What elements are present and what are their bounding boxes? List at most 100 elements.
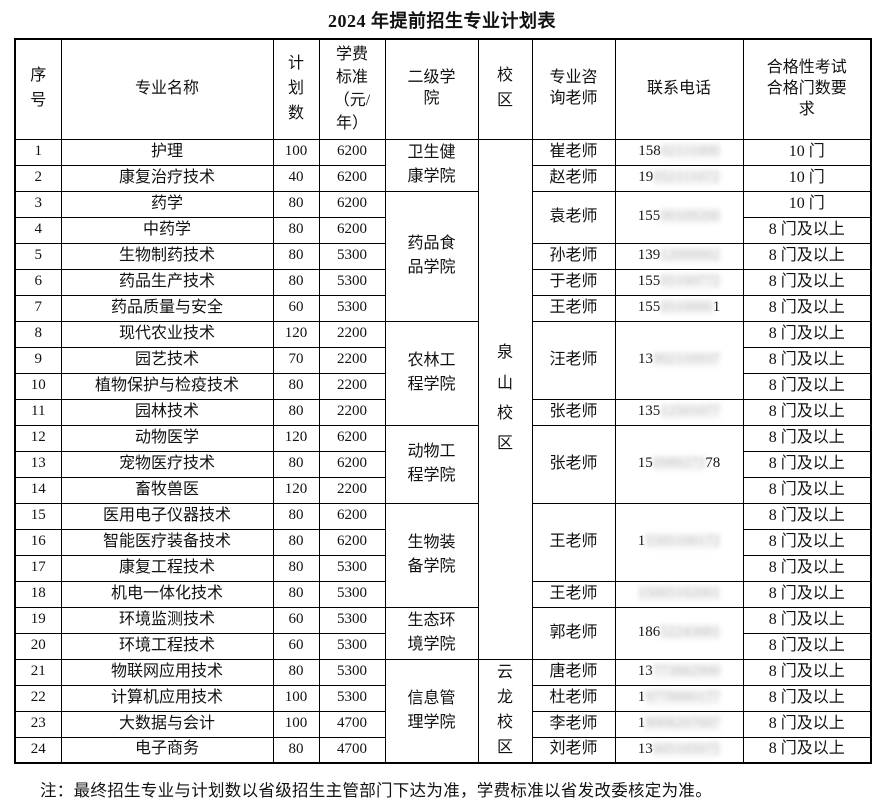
table-row: 6 药品生产技术 80 5300 于老师 15505100772 8 门及以上 — [14, 268, 872, 296]
plan-cell: 120 — [272, 320, 320, 348]
college-cell: 生态环境学院 — [384, 606, 479, 660]
phone-cell: 15505100172 — [614, 502, 744, 582]
qualification-cell: 8 门及以上 — [742, 632, 872, 660]
seq-cell: 3 — [14, 190, 62, 218]
major-cell: 药学 — [60, 190, 274, 218]
table-row: 23 大数据与会计 100 4700 李老师 18008207007 8 门及以上 — [14, 710, 872, 738]
tuition-cell: 2200 — [318, 372, 386, 400]
major-cell: 环境监测技术 — [60, 606, 274, 634]
major-cell: 智能医疗装备技术 — [60, 528, 274, 556]
major-cell: 生物制药技术 — [60, 242, 274, 270]
major-cell: 园艺技术 — [60, 346, 274, 374]
phone-redacted-digits: 0510000 — [660, 299, 713, 316]
phone-redacted-digits: 8008207007 — [645, 715, 721, 732]
plan-cell: 80 — [272, 502, 320, 530]
plan-cell: 80 — [272, 190, 320, 218]
seq-cell: 6 — [14, 268, 62, 296]
teacher-cell: 孙老师 — [531, 242, 616, 270]
plan-cell: 80 — [272, 658, 320, 686]
teacher-cell: 唐老师 — [531, 658, 616, 686]
plan-cell: 80 — [272, 528, 320, 556]
column-header-teacher-label: 专业咨询老师 — [549, 69, 598, 108]
note-text: 注：最终招生专业与计划数以省级招生主管部门下达为准，学费标准以省发改委核定为准。 — [40, 781, 712, 800]
tuition-cell: 6200 — [318, 528, 386, 556]
tuition-cell: 2200 — [318, 320, 386, 348]
phone-redacted-digits: 605105075 — [652, 741, 721, 757]
column-header-plan-label: 计划数 — [287, 55, 304, 122]
tuition-cell: 6200 — [318, 190, 386, 218]
college-name: 动物工程学院 — [407, 443, 456, 484]
tuition-cell: 6200 — [318, 164, 386, 192]
plan-cell: 70 — [272, 346, 320, 374]
qualification-cell: 8 门及以上 — [742, 398, 872, 426]
column-header-tuition: 学费标准（元/年） — [318, 38, 386, 140]
tuition-cell: 2200 — [318, 346, 386, 374]
table-row: 21 物联网应用技术 80 5300 信息管理学院 云龙校区 唐老师 13773882900 8… — [14, 658, 872, 764]
seq-cell: 1 — [14, 138, 62, 166]
college-name: 生态环境学院 — [407, 612, 456, 653]
column-header-major: 专业名称 — [60, 38, 274, 140]
phone-visible-prefix: 1 — [637, 689, 646, 706]
column-header-campus: 校区 — [477, 38, 533, 140]
seq-cell: 15 — [14, 502, 62, 530]
tuition-cell: 4700 — [318, 710, 386, 738]
plan-cell: 80 — [272, 216, 320, 244]
phone-cell: 13605105075 — [614, 736, 744, 764]
tuition-cell: 6200 — [318, 138, 386, 166]
plan-cell: 60 — [272, 632, 320, 660]
phone-redacted-digits: 052111072 — [653, 169, 720, 186]
college-cell: 卫生健康学院 — [384, 138, 479, 192]
major-cell: 药品生产技术 — [60, 268, 274, 296]
tuition-cell: 5300 — [318, 606, 386, 634]
teacher-cell: 王老师 — [531, 294, 616, 322]
table-row: 19 环境监测技术 60 5300 生态环境学院 郭老师 18652243881 8 门及以上 — [14, 606, 872, 660]
phone-redacted-digits: 15005102001 — [637, 585, 721, 602]
qualification-cell: 8 门及以上 — [742, 528, 872, 556]
plan-cell: 120 — [272, 476, 320, 504]
phone-redacted-digits: 12000002 — [660, 247, 721, 264]
column-header-seq: 序号 — [14, 38, 62, 140]
seq-cell: 9 — [14, 346, 62, 374]
college-cell: 药品食品学院 — [384, 190, 479, 322]
plan-cell: 100 — [272, 710, 320, 738]
qualification-cell: 8 门及以上 — [742, 580, 872, 608]
plan-cell: 80 — [272, 372, 320, 400]
tuition-cell: 5300 — [318, 294, 386, 322]
table-row: 5 生物制药技术 80 5300 孙老师 13912000002 8 门及以上 — [14, 242, 872, 270]
college-name: 信息管理学院 — [407, 689, 456, 731]
seq-cell: 11 — [14, 398, 62, 426]
qualification-cell: 8 门及以上 — [742, 554, 872, 582]
plan-cell: 80 — [272, 242, 320, 270]
tuition-cell: 6200 — [318, 502, 386, 530]
teacher-cell: 王老师 — [531, 502, 616, 582]
campus-name: 云龙校区 — [496, 664, 513, 756]
major-cell: 物联网应用技术 — [60, 658, 274, 686]
teacher-cell: 张老师 — [531, 424, 616, 504]
column-header-tuition-label: 学费标准（元/年） — [333, 45, 371, 133]
phone-cell: 15505100001 — [614, 294, 744, 322]
major-cell: 电子商务 — [60, 736, 274, 764]
qualification-cell: 8 门及以上 — [742, 658, 872, 686]
seq-cell: 20 — [14, 632, 62, 660]
tuition-cell: 6200 — [318, 450, 386, 478]
phone-cell: 18652243881 — [614, 606, 744, 660]
phone-redacted-digits: 12501077 — [660, 403, 721, 420]
seq-cell: 2 — [14, 164, 62, 192]
seq-cell: 17 — [14, 554, 62, 582]
tuition-cell: 5300 — [318, 268, 386, 296]
phone-visible-prefix: 13 — [637, 741, 653, 757]
qualification-cell: 8 门及以上 — [742, 372, 872, 400]
phone-cell: 15005102001 — [614, 580, 744, 608]
phone-redacted-digits: 52243881 — [660, 624, 721, 641]
header-row: 序号 专业名称 计划数 学费标准（元/年） 二级学院 校区 专业咨询老师 联系电… — [14, 38, 872, 140]
tuition-cell: 5300 — [318, 684, 386, 712]
phone-cell: 15500109200 — [614, 190, 744, 244]
major-cell: 环境工程技术 — [60, 632, 274, 660]
teacher-cell: 袁老师 — [531, 190, 616, 244]
phone-visible-prefix: 139 — [637, 247, 661, 264]
major-cell: 宠物医疗技术 — [60, 450, 274, 478]
phone-cell: 19052111072 — [614, 164, 744, 192]
tuition-cell: 5300 — [318, 580, 386, 608]
table-row: 24 电子商务 80 4700 刘老师 13605105075 8 门及以上 — [14, 736, 872, 764]
table-row: 17 康复工程技术 80 5300 8 门及以上 — [14, 554, 872, 582]
